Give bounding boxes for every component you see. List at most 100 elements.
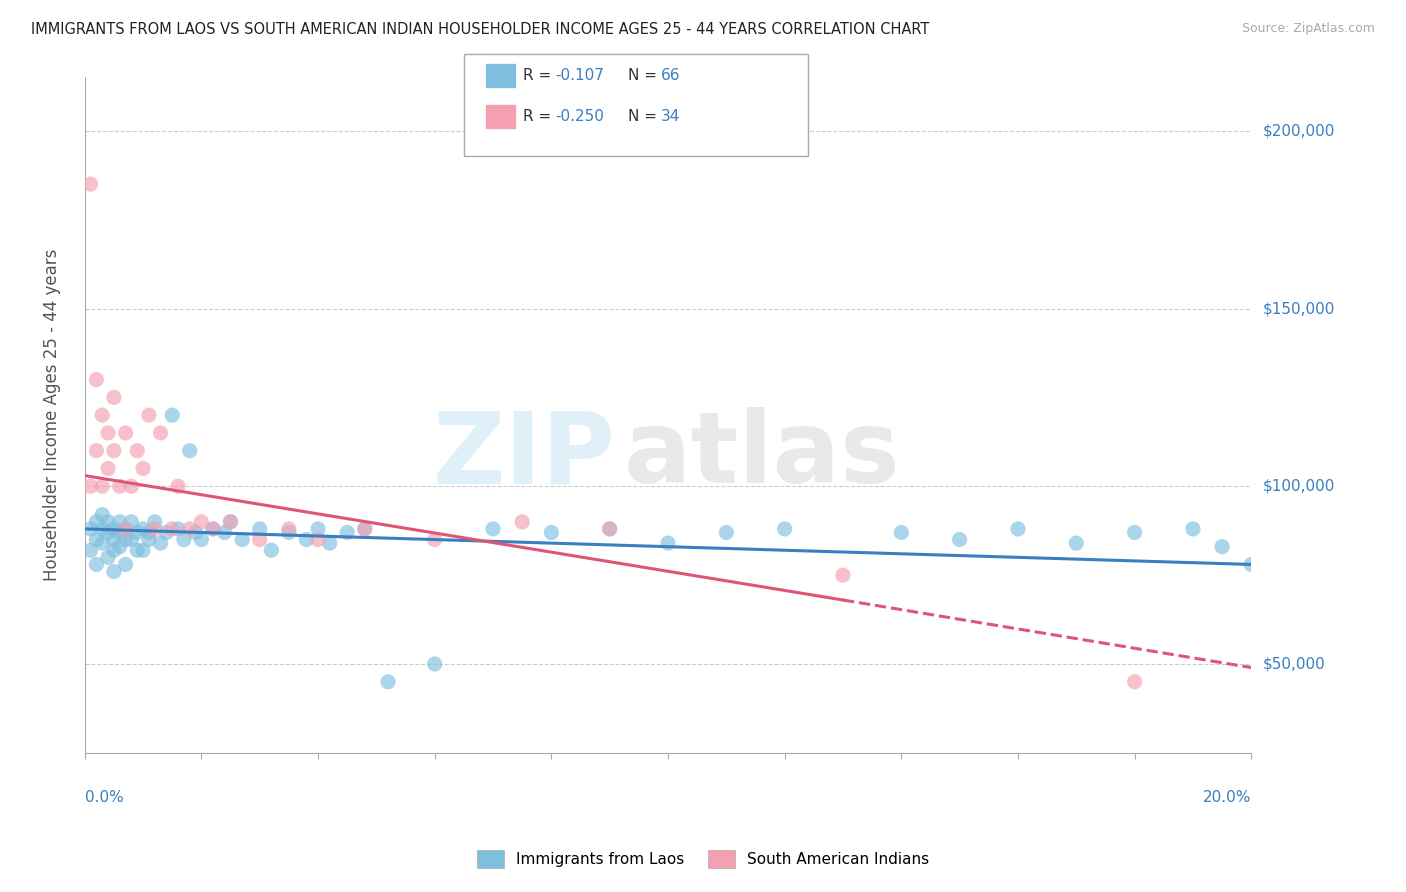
Point: [173, 533, 195, 547]
Point: [91, 479, 114, 493]
Point: [79, 543, 101, 558]
Point: [91, 408, 114, 422]
Point: [423, 533, 446, 547]
Point: [114, 533, 136, 547]
Point: [79, 177, 101, 191]
Point: [318, 536, 340, 550]
Point: [307, 522, 329, 536]
Point: [1123, 674, 1146, 689]
Point: [482, 522, 505, 536]
Point: [114, 522, 136, 536]
Point: [132, 522, 155, 536]
Point: [1211, 540, 1233, 554]
Point: [179, 443, 201, 458]
Point: [97, 425, 120, 440]
Text: N =: N =: [628, 110, 658, 124]
Point: [103, 390, 125, 404]
Point: [103, 543, 125, 558]
Point: [190, 533, 212, 547]
Point: [97, 461, 120, 475]
Point: [97, 525, 120, 540]
Point: [86, 515, 108, 529]
Point: [353, 522, 375, 536]
Point: [149, 425, 172, 440]
Point: [114, 425, 136, 440]
Text: 66: 66: [661, 69, 681, 83]
Point: [108, 479, 131, 493]
Point: [108, 540, 131, 554]
Point: [184, 525, 207, 540]
Point: [540, 525, 562, 540]
Point: [353, 522, 375, 536]
Point: [202, 522, 225, 536]
Point: [1240, 558, 1263, 572]
Point: [132, 461, 155, 475]
Point: [103, 522, 125, 536]
Y-axis label: Householder Income Ages 25 - 44 years: Householder Income Ages 25 - 44 years: [44, 249, 60, 582]
Point: [143, 522, 166, 536]
Point: [160, 522, 183, 536]
Point: [307, 533, 329, 547]
Point: [132, 543, 155, 558]
Point: [202, 522, 225, 536]
Point: [149, 536, 172, 550]
Point: [773, 522, 796, 536]
Point: [103, 565, 125, 579]
Point: [1064, 536, 1087, 550]
Point: [260, 543, 283, 558]
Point: [103, 443, 125, 458]
Text: $200,000: $200,000: [1263, 123, 1334, 138]
Point: [103, 533, 125, 547]
Point: [138, 408, 160, 422]
Point: [108, 515, 131, 529]
Point: [114, 558, 136, 572]
Point: [219, 515, 242, 529]
Point: [86, 373, 108, 387]
Text: 0.0%: 0.0%: [84, 790, 124, 805]
Point: [716, 525, 738, 540]
Point: [91, 522, 114, 536]
Text: 34: 34: [661, 110, 681, 124]
Point: [1181, 522, 1204, 536]
Text: -0.250: -0.250: [555, 110, 605, 124]
Point: [91, 508, 114, 522]
Point: [1123, 525, 1146, 540]
Point: [167, 479, 190, 493]
Text: R =: R =: [523, 110, 551, 124]
Point: [79, 522, 101, 536]
Text: R =: R =: [523, 69, 551, 83]
Point: [127, 443, 149, 458]
Point: [277, 522, 299, 536]
Text: $50,000: $50,000: [1263, 657, 1324, 672]
Point: [190, 515, 212, 529]
Point: [120, 533, 142, 547]
Point: [214, 525, 236, 540]
Point: [1007, 522, 1029, 536]
Point: [295, 533, 318, 547]
Point: [599, 522, 621, 536]
Point: [277, 525, 299, 540]
Point: [91, 536, 114, 550]
Point: [97, 550, 120, 565]
Point: [143, 515, 166, 529]
Point: [138, 533, 160, 547]
Point: [377, 674, 399, 689]
Point: [510, 515, 533, 529]
Point: [127, 543, 149, 558]
Text: ZIP: ZIP: [433, 407, 616, 504]
Point: [179, 522, 201, 536]
Text: $100,000: $100,000: [1263, 479, 1334, 494]
Text: N =: N =: [628, 69, 658, 83]
Point: [120, 479, 142, 493]
Point: [249, 522, 271, 536]
Point: [336, 525, 359, 540]
Point: [86, 533, 108, 547]
Point: [231, 533, 253, 547]
Point: [949, 533, 972, 547]
Text: atlas: atlas: [624, 407, 900, 504]
Point: [249, 533, 271, 547]
Point: [160, 408, 183, 422]
Point: [219, 515, 242, 529]
Point: [167, 522, 190, 536]
Point: [423, 657, 446, 671]
